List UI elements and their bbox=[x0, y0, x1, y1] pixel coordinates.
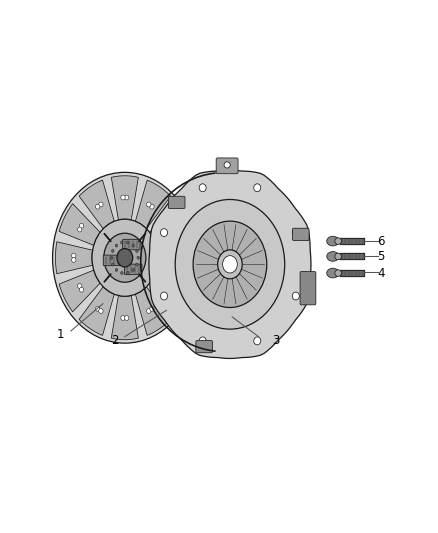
Polygon shape bbox=[157, 242, 194, 274]
Ellipse shape bbox=[199, 337, 206, 345]
Ellipse shape bbox=[78, 284, 82, 288]
Ellipse shape bbox=[150, 306, 154, 311]
Ellipse shape bbox=[124, 195, 129, 200]
Ellipse shape bbox=[218, 250, 242, 279]
Ellipse shape bbox=[124, 316, 129, 320]
FancyBboxPatch shape bbox=[123, 239, 140, 250]
Ellipse shape bbox=[327, 252, 339, 261]
Ellipse shape bbox=[161, 292, 168, 300]
Ellipse shape bbox=[166, 223, 170, 228]
Polygon shape bbox=[59, 270, 100, 312]
FancyBboxPatch shape bbox=[216, 158, 238, 174]
Ellipse shape bbox=[168, 284, 172, 288]
Ellipse shape bbox=[150, 204, 154, 209]
Ellipse shape bbox=[111, 263, 114, 266]
FancyBboxPatch shape bbox=[168, 196, 185, 208]
Ellipse shape bbox=[335, 253, 342, 260]
Ellipse shape bbox=[161, 229, 168, 237]
FancyBboxPatch shape bbox=[196, 341, 212, 353]
Ellipse shape bbox=[254, 337, 261, 345]
Ellipse shape bbox=[99, 202, 103, 207]
Text: 1: 1 bbox=[57, 328, 64, 341]
Polygon shape bbox=[111, 295, 138, 340]
Text: 6: 6 bbox=[377, 235, 385, 248]
Ellipse shape bbox=[132, 244, 134, 247]
Polygon shape bbox=[79, 180, 114, 229]
Ellipse shape bbox=[120, 241, 123, 244]
Ellipse shape bbox=[137, 256, 140, 259]
FancyBboxPatch shape bbox=[124, 264, 142, 274]
Ellipse shape bbox=[292, 292, 299, 300]
Text: 3: 3 bbox=[272, 334, 279, 346]
Polygon shape bbox=[149, 170, 311, 359]
Ellipse shape bbox=[223, 256, 237, 273]
Ellipse shape bbox=[117, 248, 133, 267]
FancyBboxPatch shape bbox=[293, 228, 309, 240]
Ellipse shape bbox=[78, 227, 82, 232]
Text: 4: 4 bbox=[377, 266, 385, 280]
Polygon shape bbox=[79, 287, 114, 335]
Ellipse shape bbox=[92, 219, 158, 296]
Polygon shape bbox=[111, 176, 138, 220]
Ellipse shape bbox=[335, 238, 342, 245]
Ellipse shape bbox=[79, 223, 84, 228]
Ellipse shape bbox=[136, 263, 138, 266]
Ellipse shape bbox=[175, 199, 285, 329]
Polygon shape bbox=[149, 270, 191, 312]
Ellipse shape bbox=[121, 316, 125, 320]
Ellipse shape bbox=[335, 270, 342, 276]
FancyBboxPatch shape bbox=[103, 255, 121, 265]
Ellipse shape bbox=[327, 236, 339, 246]
Text: 5: 5 bbox=[378, 251, 385, 263]
Ellipse shape bbox=[115, 244, 118, 247]
Ellipse shape bbox=[136, 249, 138, 253]
Ellipse shape bbox=[174, 253, 178, 258]
Ellipse shape bbox=[254, 184, 261, 192]
Polygon shape bbox=[149, 204, 191, 245]
Ellipse shape bbox=[99, 309, 103, 313]
Ellipse shape bbox=[79, 287, 84, 292]
Ellipse shape bbox=[121, 195, 125, 200]
Ellipse shape bbox=[166, 287, 170, 292]
Ellipse shape bbox=[147, 202, 151, 207]
Ellipse shape bbox=[110, 256, 113, 259]
Ellipse shape bbox=[115, 269, 118, 271]
FancyBboxPatch shape bbox=[300, 271, 316, 305]
Ellipse shape bbox=[53, 172, 197, 343]
Ellipse shape bbox=[174, 257, 178, 262]
Ellipse shape bbox=[104, 233, 146, 282]
Ellipse shape bbox=[111, 249, 114, 253]
Ellipse shape bbox=[95, 306, 100, 311]
Polygon shape bbox=[135, 180, 170, 229]
Ellipse shape bbox=[147, 309, 151, 313]
Ellipse shape bbox=[327, 268, 339, 278]
Text: 2: 2 bbox=[111, 334, 119, 346]
Ellipse shape bbox=[127, 241, 129, 244]
Polygon shape bbox=[59, 204, 100, 245]
Ellipse shape bbox=[292, 229, 299, 237]
Ellipse shape bbox=[168, 227, 172, 232]
Ellipse shape bbox=[193, 221, 267, 308]
Polygon shape bbox=[135, 287, 170, 335]
Ellipse shape bbox=[132, 269, 134, 271]
Ellipse shape bbox=[199, 184, 206, 192]
Ellipse shape bbox=[71, 257, 76, 262]
Ellipse shape bbox=[127, 271, 129, 274]
Ellipse shape bbox=[71, 253, 76, 258]
Ellipse shape bbox=[120, 271, 123, 274]
Polygon shape bbox=[56, 242, 92, 274]
Ellipse shape bbox=[95, 204, 100, 209]
Circle shape bbox=[224, 162, 230, 168]
